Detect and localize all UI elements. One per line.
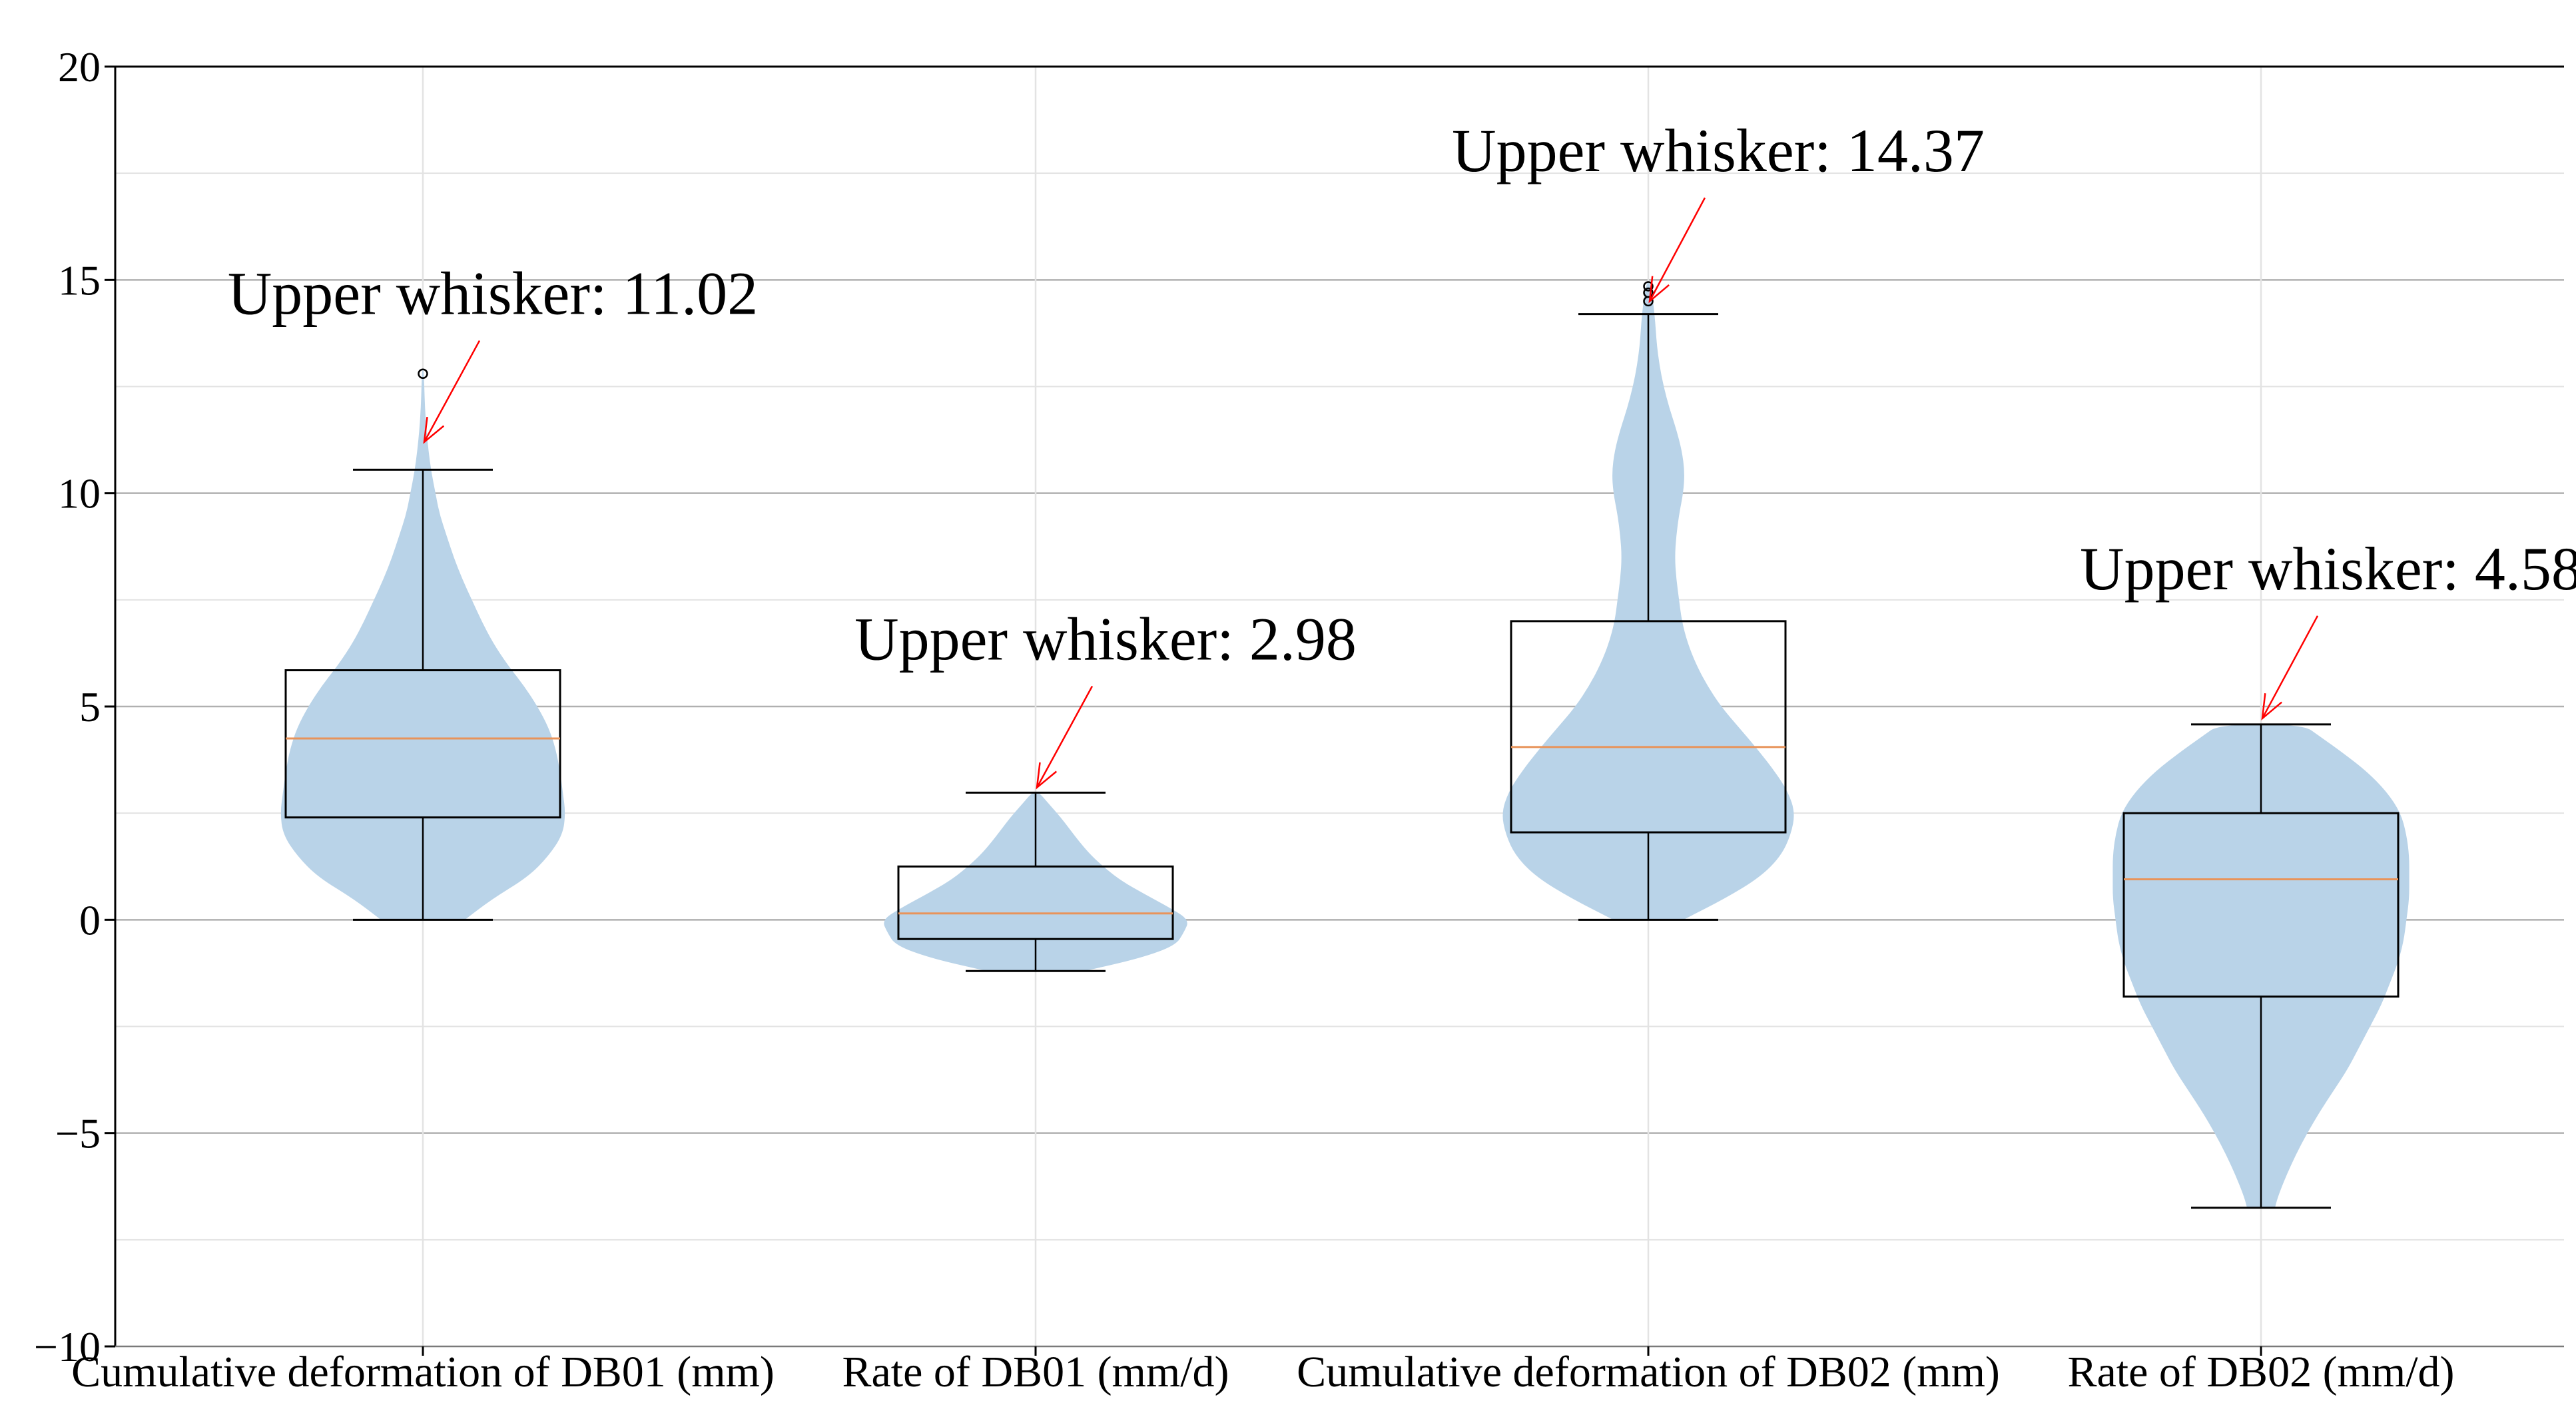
annotation-arrowhead-4: [2261, 693, 2282, 720]
violin-2: [884, 792, 1187, 972]
axis-layer: Cumulative deformation of DB01 (mm) Rate …: [34, 43, 2564, 1396]
annotation-arrow-4: [2261, 615, 2319, 719]
box-3: [1510, 620, 1787, 834]
annotation-label-4: Upper whisker: 4.58: [2080, 535, 2576, 603]
y-tick-label: 10: [58, 470, 101, 517]
outlier-point: [418, 368, 428, 380]
x-tick-label-4: Rate of DB02 (mm/d): [2067, 1348, 2454, 1396]
x-tick-label-3: Cumulative deformation of DB02 (mm): [1297, 1348, 2000, 1396]
annotation-label-1: Upper whisker: 11.02: [228, 260, 758, 328]
annotation-layer: Upper whisker: 11.02 Upper whisker: 2.98 U…: [228, 117, 2576, 790]
x-tick-label-1: Cumulative deformation of DB01 (mm): [71, 1348, 775, 1396]
box-2: [897, 865, 1174, 940]
annotation-arrow-3: [1648, 197, 1706, 302]
y-tick-label: 5: [79, 683, 101, 730]
y-tick-label: −10: [34, 1323, 101, 1370]
annotation-label-2: Upper whisker: 2.98: [854, 605, 1357, 673]
annotation-arrowhead-2: [1036, 762, 1058, 790]
annotation-label-3: Upper whisker: 14.37: [1452, 117, 1985, 184]
x-tick-label-2: Rate of DB01 (mm/d): [842, 1348, 1229, 1396]
outlier-point: [1643, 281, 1654, 292]
box-4: [2122, 812, 2400, 998]
annotation-arrowhead-1: [423, 416, 445, 444]
box-1: [284, 669, 561, 819]
outlier-point: [1643, 287, 1654, 298]
annotation-arrow-1: [423, 340, 481, 443]
violin-4: [2112, 724, 2410, 1208]
y-tick-label: 20: [58, 43, 101, 91]
y-tick-label: 0: [79, 896, 101, 944]
box-layer: [284, 281, 2400, 1209]
y-tick-label: 15: [58, 256, 101, 304]
annotation-arrow-2: [1036, 685, 1094, 788]
y-tick-label: −5: [55, 1110, 101, 1157]
annotation-arrowhead-3: [1648, 276, 1670, 304]
